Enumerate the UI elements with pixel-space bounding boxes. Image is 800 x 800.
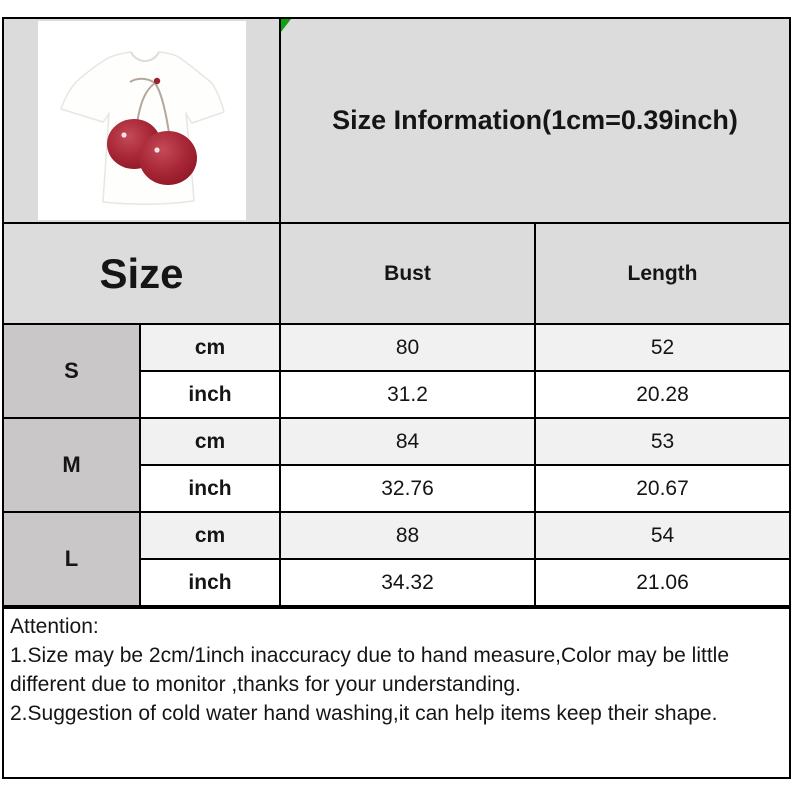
size-label-m: M — [4, 419, 139, 511]
product-photo-cell — [4, 19, 279, 222]
value-m-length-cm: 53 — [536, 419, 789, 464]
size-label-s: S — [4, 325, 139, 417]
size-information-table: Size Information(1cm=0.39inch) Size Bust… — [2, 17, 791, 607]
page-title: Size Information(1cm=0.39inch) — [332, 105, 738, 135]
unit-label-cm: cm — [141, 325, 279, 370]
value-l-bust-inch: 34.32 — [281, 560, 534, 605]
product-photo — [37, 21, 246, 220]
size-label-l: L — [4, 513, 139, 605]
cell-comment-marker-icon — [281, 19, 291, 32]
value-l-length-inch: 21.06 — [536, 560, 789, 605]
column-header-bust: Bust — [281, 224, 534, 323]
value-s-bust-cm: 80 — [281, 325, 534, 370]
column-header-size: Size — [4, 224, 279, 323]
unit-label-cm: cm — [141, 419, 279, 464]
cherry-tshirt-graphic — [59, 51, 225, 205]
value-l-length-cm: 54 — [536, 513, 789, 558]
unit-label-inch: inch — [141, 466, 279, 511]
attention-note-2: 2.Suggestion of cold water hand washing,… — [10, 702, 718, 725]
value-m-length-inch: 20.67 — [536, 466, 789, 511]
attention-note-1: 1.Size may be 2cm/1inch inaccuracy due t… — [10, 644, 730, 696]
unit-label-inch: inch — [141, 560, 279, 605]
unit-label-inch: inch — [141, 372, 279, 417]
value-s-length-inch: 20.28 — [536, 372, 789, 417]
value-s-bust-inch: 31.2 — [281, 372, 534, 417]
value-m-bust-inch: 32.76 — [281, 466, 534, 511]
column-header-length: Length — [536, 224, 789, 323]
attention-notes: Attention: 1.Size may be 2cm/1inch inacc… — [2, 607, 791, 779]
attention-heading: Attention: — [10, 615, 99, 638]
unit-label-cm: cm — [141, 513, 279, 558]
size-information-title-cell: Size Information(1cm=0.39inch) — [281, 19, 789, 222]
value-s-length-cm: 52 — [536, 325, 789, 370]
value-m-bust-cm: 84 — [281, 419, 534, 464]
value-l-bust-cm: 88 — [281, 513, 534, 558]
